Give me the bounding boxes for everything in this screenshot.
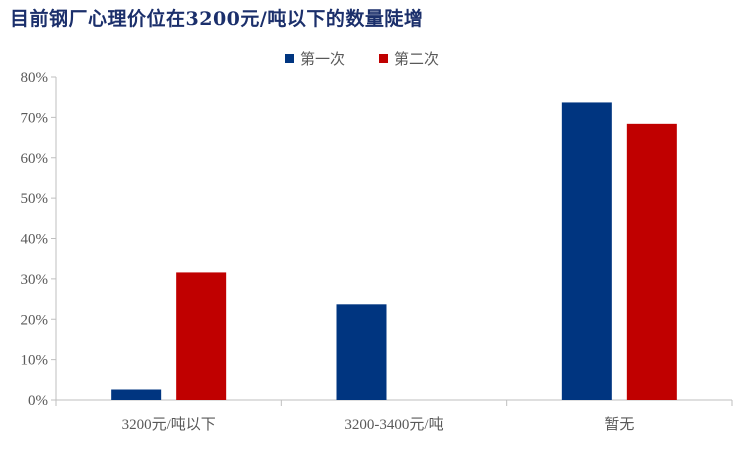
y-tick-label: 80% <box>21 70 49 86</box>
legend: 第一次 第二次 <box>285 48 473 69</box>
legend-label-series-2: 第二次 <box>394 50 440 68</box>
y-tick-label: 0% <box>28 393 48 409</box>
chart-title: 目前钢厂心理价位在3200元/吨以下的数量陡增 <box>10 8 424 30</box>
y-tick-label: 60% <box>21 151 49 167</box>
bar-2-1 <box>176 272 227 400</box>
legend-item-series-2: 第二次 <box>379 48 439 69</box>
y-tick-label: 10% <box>21 353 49 369</box>
legend-item-series-1: 第一次 <box>285 48 345 69</box>
y-tick-label: 30% <box>21 272 49 288</box>
bar-1-1 <box>111 389 162 400</box>
x-tick-label: 3200元/吨以下 <box>122 416 216 433</box>
bar-1-2 <box>336 304 387 400</box>
y-tick-label: 50% <box>21 191 49 207</box>
bar-1-3 <box>561 102 612 400</box>
y-tick-label: 20% <box>21 312 49 328</box>
y-tick-label: 70% <box>21 110 49 126</box>
y-tick-label: 40% <box>21 232 49 248</box>
legend-label-series-1: 第一次 <box>300 50 346 68</box>
bar-2-3 <box>626 123 677 401</box>
legend-swatch-series-1 <box>285 54 294 63</box>
x-tick-label: 3200-3400元/吨 <box>344 416 443 433</box>
x-tick-label: 暂无 <box>604 416 634 433</box>
legend-swatch-series-2 <box>379 54 389 63</box>
